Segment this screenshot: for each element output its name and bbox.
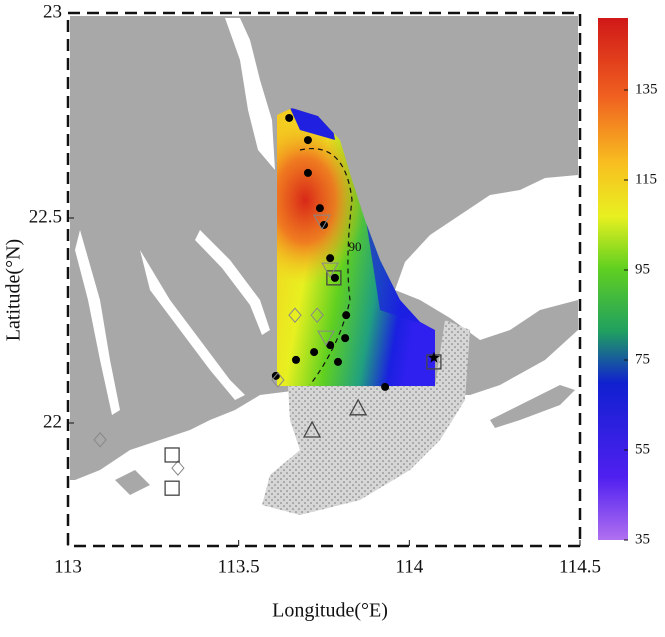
restricted-area [262,320,470,515]
station-square [164,480,180,496]
station-triangle-down [317,330,335,347]
station-dot [326,254,335,263]
station-dot [303,136,312,145]
x-tick-label: 114.5 [559,556,601,577]
station-dot [315,204,324,213]
x-tick-label: 113.5 [218,556,260,577]
station-diamond [271,372,285,388]
colorbar-tick-label: 35 [635,531,650,547]
station-dot [381,382,390,391]
y-tick-label: 22.5 [29,206,62,227]
colorbar-tick-label: 115 [635,171,657,187]
colorbar-tick-label: 135 [635,81,658,97]
station-diamond [310,307,324,323]
station-dot [285,113,294,122]
station-dot [292,355,301,364]
station-dot [310,348,319,357]
y-tick-label: 23 [43,1,62,22]
station-dot [330,273,339,282]
station-dot [342,311,351,320]
station-diamond [288,307,302,323]
station-diamond [171,460,185,476]
y-axis-title: Latitude(°N) [3,239,25,341]
station-dot [333,357,342,366]
frame [66,11,582,548]
contour-label: 90 [349,239,362,254]
colorbar-tick-label: 55 [635,441,650,457]
station-triangle-down [321,262,340,279]
station-triangle-up [349,398,368,416]
colorbar-tick-label: 95 [635,261,650,277]
station-star [428,351,440,363]
x-tick-label: 113 [54,556,82,577]
x-axis-title: Longitude(°E) [272,600,388,622]
contour-line [299,148,353,386]
station-dot [303,168,312,177]
station-triangle-up [302,420,322,438]
x-tick-label: 114 [395,556,423,577]
colorbar-tick-label: 75 [635,351,650,367]
station-dot [326,341,335,350]
station-diamond [93,432,107,448]
colorbar [598,18,628,540]
station-triangle-down [313,214,331,231]
station-dot [341,334,350,343]
y-tick-label: 22 [43,411,62,432]
station-square [164,447,180,463]
